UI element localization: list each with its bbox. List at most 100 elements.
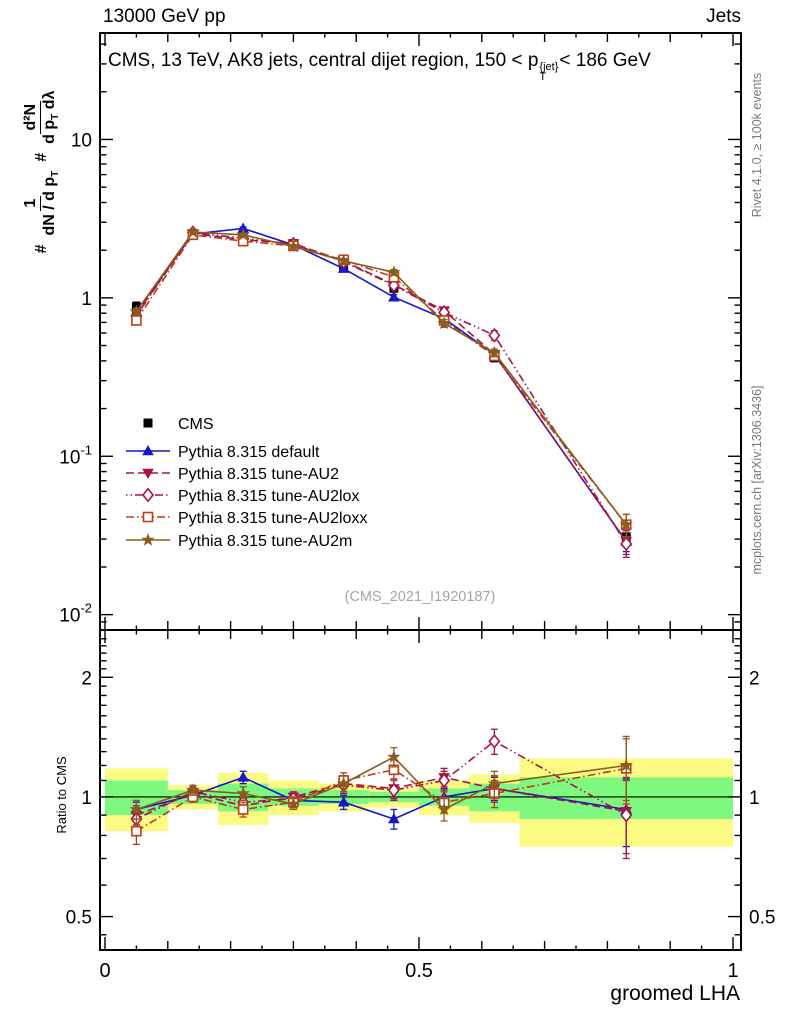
beam-energy-label: 13000 GeV pp: [103, 6, 226, 27]
data-point: [141, 487, 155, 503]
data-point: [620, 536, 633, 552]
dlambda-text: dλ: [41, 90, 59, 114]
data-point: [237, 804, 249, 815]
legend-label: Pythia 8.315 tune-AU2loxx: [178, 510, 367, 527]
data-point: [619, 517, 633, 531]
data-point: [487, 776, 501, 790]
legend-item: CMS: [143, 416, 214, 433]
data-point: [236, 786, 250, 800]
legend-item: Pythia 8.315 tune-AU2m: [126, 533, 352, 550]
x-axis-title: groomed LHA: [610, 982, 740, 1005]
fraction-two-numerator: d²N: [21, 100, 42, 134]
fraction-one: 1 dN / d pT: [21, 171, 62, 236]
y-tick-label: 10-1: [59, 442, 92, 468]
x-tick-label: 1: [727, 960, 738, 982]
data-point: [129, 802, 144, 816]
ratio-tick-label: 2: [81, 668, 92, 689]
data-point: [487, 345, 501, 359]
data-point: [488, 327, 501, 343]
legend-item: Pythia 8.315 default: [126, 444, 320, 461]
data-point: [387, 782, 400, 798]
data-point: [620, 807, 633, 823]
x-tick-label: 0.5: [405, 960, 433, 982]
axis-ticks: [100, 33, 741, 950]
hash-symbol: #: [33, 244, 50, 254]
legend-item: Pythia 8.315 tune-AU2loxx: [126, 510, 367, 527]
ratio-tick-label: 1: [81, 788, 92, 809]
data-point: [337, 776, 351, 790]
legend-item: Pythia 8.315 tune-AU2: [126, 466, 339, 483]
legend-label: Pythia 8.315 tune-AU2lox: [178, 488, 359, 505]
mcplots-reference-note: mcplots.cern.ch [arXiv:1306.3436]: [750, 385, 764, 575]
ratio-tick-label-right: 2: [749, 668, 760, 689]
data-point: [388, 291, 400, 302]
pt-superscript: {jet}: [539, 61, 559, 73]
pt-subscript: T: [539, 71, 547, 83]
series-pythia-8-315-tune-au2lox: [130, 225, 633, 559]
dpt-text: d p: [41, 119, 59, 144]
ratio-axis-title: Ratio to CMS: [54, 756, 69, 834]
series-line: [136, 776, 627, 816]
axis-tick-labels: 10 1 10-1 10-2 2 2 1 1 0.5 0.5 0 0.5 1: [59, 130, 775, 982]
plot-title-suffix: < 186 GeV: [559, 50, 651, 71]
ratio-tick-label-right: 0.5: [749, 908, 775, 929]
data-point: [437, 802, 451, 816]
fraction-two: d²N d pT dλ: [21, 91, 62, 144]
legend-label: Pythia 8.315 tune-AU2: [178, 466, 339, 483]
fraction-one-numerator: 1: [21, 195, 42, 211]
hash-symbol-2: #: [33, 152, 50, 162]
ratio-series-pythia-8-315-tune-au2m: [129, 735, 633, 822]
legend-label: CMS: [178, 416, 214, 433]
data-point: [186, 225, 200, 238]
data-point: [131, 315, 142, 326]
data-point: [437, 316, 451, 329]
data-point: [236, 227, 250, 241]
plot-title-prefix: CMS, 13 TeV, AK8 jets, central dijet reg…: [108, 50, 539, 71]
data-point: [186, 783, 200, 796]
analysis-type-label: Jets: [706, 6, 741, 27]
data-point: [337, 796, 350, 807]
data-point: [286, 797, 301, 810]
ratio-tick-label: 0.5: [66, 908, 92, 929]
data-point: [387, 265, 401, 278]
fraction-one-denominator: dN / d pT: [41, 171, 62, 236]
ratio-panel-series: [129, 728, 633, 860]
fraction-two-denominator: d pT dλ: [41, 91, 62, 144]
data-point: [388, 812, 400, 824]
legend-label: Pythia 8.315 tune-AU2m: [178, 533, 352, 550]
data-point: [237, 222, 249, 233]
data-point: [142, 468, 154, 479]
plot-title: CMS, 13 TeV, AK8 jets, central dijet reg…: [108, 50, 651, 83]
data-point: [142, 445, 154, 456]
data-point: [143, 418, 153, 428]
y-tick-label: 1: [81, 289, 92, 310]
legend: CMS Pythia 8.315 default Pythia 8.315 tune…: [126, 416, 367, 550]
pt-jet-notation: {jet} T: [539, 61, 559, 83]
rivet-version-note: Rivet 4.1.0, ≥ 100k events: [750, 72, 764, 218]
data-point: [286, 239, 301, 253]
ratio-panel-frame: [99, 629, 742, 951]
y-tick-label: 10: [71, 130, 92, 151]
analysis-id-watermark: (CMS_2021_I1920187): [344, 589, 496, 605]
data-point: [141, 533, 155, 546]
main-panel-series: [129, 222, 633, 559]
legend-label: Pythia 8.315 default: [178, 444, 320, 461]
data-point: [387, 750, 401, 763]
pt-sub: T: [50, 170, 62, 177]
y-tick-label: 10-2: [59, 601, 92, 627]
data-point: [488, 733, 501, 749]
data-point: [438, 772, 451, 788]
data-point: [131, 825, 142, 837]
data-point: [129, 304, 144, 318]
data-point: [619, 758, 633, 772]
y-axis-title: # 1 dN / d pT # d²N d pT dλ: [12, 42, 72, 302]
dn-dpt-text: dN / d p: [41, 176, 59, 236]
series-pythia-8-315-tune-au2: [130, 229, 633, 556]
pt-sub-2: T: [50, 113, 62, 120]
data-point: [237, 771, 249, 782]
data-point: [387, 277, 400, 293]
data-point: [142, 511, 154, 523]
x-tick-label: 0: [99, 960, 110, 982]
